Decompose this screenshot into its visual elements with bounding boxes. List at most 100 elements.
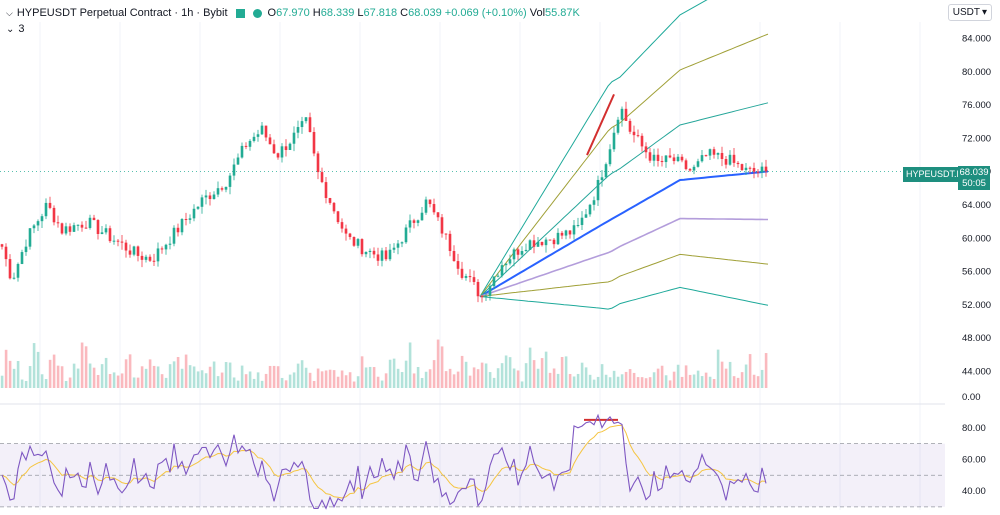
volume-bar	[252, 378, 256, 388]
volume-bar	[504, 355, 508, 388]
candle-body	[44, 202, 48, 217]
price-tick-label: 56.000	[962, 267, 991, 278]
indicators-toggle[interactable]: ⌄ 3	[6, 23, 25, 35]
volume-bar	[544, 351, 548, 388]
volume-bar	[756, 376, 760, 388]
candle-body	[752, 167, 756, 172]
volume-bar	[228, 362, 232, 388]
price-tick-label: 44.000	[962, 366, 991, 377]
candle-body	[740, 164, 744, 171]
volume-bars	[0, 339, 768, 388]
volume-bar	[52, 354, 56, 388]
candle-body	[248, 140, 252, 147]
volume-bar	[300, 360, 304, 388]
candle-body	[60, 223, 64, 234]
rsi-tick-label: 60.00	[962, 454, 986, 465]
candle-body	[244, 145, 248, 147]
candle-body	[232, 164, 236, 176]
volume-bar	[696, 370, 700, 388]
volume-bar	[636, 377, 640, 388]
volume-bar	[164, 377, 168, 388]
candle-body	[656, 154, 660, 161]
volume-bar	[220, 372, 224, 388]
candle-body	[564, 230, 568, 236]
volume-bar	[488, 372, 492, 388]
volume-bar	[708, 376, 712, 388]
volume-bar	[404, 360, 408, 388]
candle-body	[140, 255, 144, 260]
candle-body	[184, 219, 188, 221]
lower-band-3	[479, 286, 769, 310]
volume-bar	[216, 376, 220, 388]
candle-body	[224, 186, 228, 190]
candle-body	[272, 144, 276, 154]
volume-bar	[108, 373, 112, 388]
market-status-icon	[235, 8, 245, 18]
volume-bar	[540, 358, 544, 388]
candle-body	[560, 232, 564, 236]
volume-bar	[728, 361, 732, 388]
volume-bar	[20, 379, 24, 388]
candle-body	[684, 160, 688, 170]
volume-bar	[444, 371, 448, 388]
candle-body	[716, 152, 720, 155]
volume-bar	[416, 367, 420, 388]
volume-bar	[536, 368, 540, 388]
candle-body	[96, 220, 100, 235]
currency-selector[interactable]: USDT ▾	[947, 4, 992, 21]
volume-bar	[260, 380, 264, 388]
volume-bar	[464, 361, 468, 388]
candle-body	[236, 157, 240, 165]
candle-body	[652, 154, 656, 161]
volume-bar	[760, 369, 764, 388]
volume-bar	[716, 349, 720, 388]
volume-bar	[476, 369, 480, 388]
volume-bar	[688, 374, 692, 388]
chart-header: ⌵ HYPEUSDT Perpetual Contract · 1h · Byb…	[6, 4, 583, 22]
candle-body	[660, 160, 664, 163]
volume-bar	[468, 375, 472, 388]
volume-bar	[520, 381, 524, 388]
candle-body	[164, 244, 168, 250]
candle-body	[480, 296, 484, 298]
candle-body	[220, 188, 224, 190]
symbol-title[interactable]: HYPEUSDT Perpetual Contract · 1h · Bybit	[16, 7, 228, 19]
high-label: H	[312, 7, 321, 19]
volume-bar	[360, 356, 364, 388]
volume-bar	[508, 357, 512, 388]
volume-bar	[36, 351, 40, 388]
candle-body	[312, 131, 316, 154]
chevron-down-icon: ▾	[981, 7, 987, 18]
candle-body	[112, 240, 116, 242]
volume-bar	[388, 359, 392, 388]
candle-body	[668, 155, 672, 158]
candle-body	[436, 212, 440, 218]
volume-bar	[200, 370, 204, 388]
candle-body	[416, 220, 420, 223]
price-tick-label: 64.000	[962, 200, 991, 211]
low-label: L	[357, 7, 364, 19]
upper-band-2	[479, 33, 769, 297]
volume-bar	[372, 367, 376, 388]
volume-bar	[392, 358, 396, 388]
volume-bar	[736, 377, 740, 388]
chevron-down-icon[interactable]: ⌵	[6, 7, 13, 18]
volume-bar	[208, 366, 212, 388]
candle-body	[648, 152, 652, 161]
volume-bar	[236, 380, 240, 388]
candle-body	[452, 251, 456, 262]
candle-body	[268, 137, 272, 145]
volume-bar	[280, 377, 284, 388]
candle-body	[580, 217, 584, 225]
volume-label: Vol	[529, 7, 546, 19]
volume-bar	[192, 366, 196, 388]
volume-bar	[124, 359, 128, 388]
volume-bar	[176, 357, 180, 388]
candle-body	[320, 172, 324, 183]
indicator-count: 3	[18, 23, 25, 35]
volume-bar	[248, 371, 252, 388]
candle-body	[84, 227, 88, 229]
volume-bar	[328, 369, 332, 388]
candle-body	[584, 214, 588, 218]
